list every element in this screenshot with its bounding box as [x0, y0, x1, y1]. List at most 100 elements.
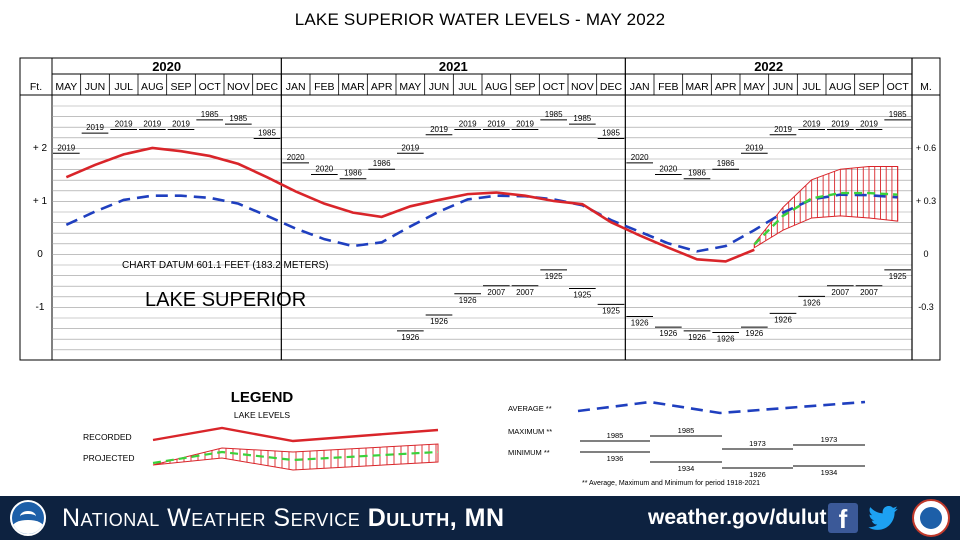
month-label: JUN [773, 81, 793, 93]
maximum-year: 2019 [57, 143, 75, 152]
maximum-year: 2019 [774, 125, 792, 134]
month-label: FEB [314, 81, 334, 93]
year-label: 2022 [754, 59, 783, 74]
month-label: AUG [141, 81, 164, 93]
datum-note: CHART DATUM 601.1 FEET (183.2 METERS) [122, 260, 329, 271]
website-link[interactable]: weather.gov/duluth [648, 506, 840, 529]
footer-bar: National Weather Service Duluth, MN weat… [0, 496, 960, 540]
minimum-year: 1926 [401, 333, 419, 342]
month-label: NOV [227, 81, 250, 93]
maximum-year: 2019 [86, 123, 104, 132]
maximum-year: 1985 [889, 110, 907, 119]
nws-logo-icon[interactable] [912, 499, 950, 537]
noaa-logo-icon[interactable] [10, 500, 46, 536]
right-tick-label: + 0.3 [916, 196, 936, 206]
maximum-year: 2019 [401, 143, 419, 152]
recorded-line [65, 146, 755, 263]
lake-label: LAKE SUPERIOR [145, 289, 306, 311]
legend-subtitle: LAKE LEVELS [234, 410, 291, 420]
maximum-year: 2019 [745, 143, 763, 152]
legend-recorded-line [152, 426, 439, 443]
left-tick-label: 0 [37, 249, 43, 260]
legend-maximum-label: MAXIMUM ** [508, 427, 552, 436]
minimum-year: 1926 [717, 334, 735, 343]
minimum-year: 1925 [602, 306, 620, 315]
year-label: 2021 [439, 59, 468, 74]
month-label: MAY [55, 81, 77, 93]
legend-max-year: 1973 [821, 435, 838, 444]
legend-average-label: AVERAGE ** [508, 404, 552, 413]
maximum-year: 2019 [172, 119, 190, 128]
left-tick-label: + 1 [33, 196, 48, 207]
maximum-year: 2019 [115, 119, 133, 128]
minimum-year: 2007 [516, 288, 534, 297]
office-name: Duluth, MN [367, 504, 505, 532]
projected-line [753, 191, 898, 246]
water-level-chart: MAY JUN JUL AUG SEP OCT NOV DEC JAN FEB MAR APR MAY J… [19, 57, 941, 361]
chart-title: LAKE SUPERIOR WATER LEVELS - MAY 2022 [294, 10, 666, 29]
maximum-year: 2019 [516, 119, 534, 128]
twitter-icon[interactable] [866, 502, 900, 534]
month-label: NOV [571, 81, 594, 93]
maximum-year: 2019 [430, 125, 448, 134]
right-tick-label: + 0.6 [916, 143, 936, 153]
month-label: JUN [85, 81, 105, 93]
maximum-year: 1985 [201, 110, 219, 119]
month-label: SEP [170, 81, 191, 93]
grid [52, 105, 912, 351]
minimum-year: 1926 [688, 333, 706, 342]
maximum-year: 1985 [229, 114, 247, 123]
average-line [65, 193, 898, 253]
maximum-year: 2019 [143, 119, 161, 128]
month-label: JUL [458, 81, 477, 93]
legend-max-year: 1985 [607, 431, 624, 440]
minimum-year: 1926 [459, 296, 477, 305]
month-label: AUG [485, 81, 508, 93]
maximum-year: 1986 [344, 169, 362, 178]
month-label: DEC [256, 81, 279, 93]
minimum-year: 1926 [659, 329, 677, 338]
month-label: DEC [600, 81, 623, 93]
legend-average-line [577, 400, 866, 415]
month-label: SEP [514, 81, 535, 93]
legend-minimum-label: MINIMUM ** [508, 448, 550, 457]
right-tick-label: -0.3 [918, 302, 934, 312]
maximum-year: 1986 [717, 159, 735, 168]
minimum-year: 2007 [860, 288, 878, 297]
left-tick-label: -1 [36, 302, 45, 313]
month-label: OCT [887, 81, 910, 93]
minimum-year: 2007 [487, 288, 505, 297]
minimum-year: 1926 [430, 317, 448, 326]
month-label: SEP [858, 81, 879, 93]
legend-min-year: 1934 [678, 464, 695, 473]
maximum-year: 1985 [545, 110, 563, 119]
month-label: OCT [543, 81, 566, 93]
minimum-year: 1926 [774, 315, 792, 324]
month-label: JAN [286, 81, 306, 93]
legend-footnote: ** Average, Maximum and Minimum for peri… [582, 480, 760, 487]
facebook-icon[interactable]: f [828, 503, 858, 534]
legend-title: LEGEND [231, 389, 294, 406]
maximum-year: 2019 [487, 119, 505, 128]
legend-max-year: 1985 [678, 426, 695, 435]
minimum-year: 1925 [545, 272, 563, 281]
year-label: 2020 [152, 59, 181, 74]
month-label: APR [371, 81, 393, 93]
minimum-year: 1926 [745, 329, 763, 338]
month-label: JUL [114, 81, 133, 93]
month-label: MAR [341, 81, 365, 93]
legend-max-year: 1973 [749, 439, 766, 448]
month-label: MAY [399, 81, 421, 93]
maximum-year: 1986 [373, 159, 391, 168]
left-tick-label: + 2 [33, 143, 48, 154]
legend-projected-line [152, 450, 439, 465]
maximum-year: 1985 [602, 128, 620, 137]
right-tick-label: 0 [923, 249, 928, 259]
legend-min-year: 1926 [749, 470, 766, 479]
month-label: MAR [685, 81, 709, 93]
right-axis-title: M. [920, 81, 932, 93]
maximum-year: 1985 [573, 114, 591, 123]
minimum-year: 1926 [803, 298, 821, 307]
month-label: JAN [630, 81, 650, 93]
month-label: MAY [743, 81, 765, 93]
